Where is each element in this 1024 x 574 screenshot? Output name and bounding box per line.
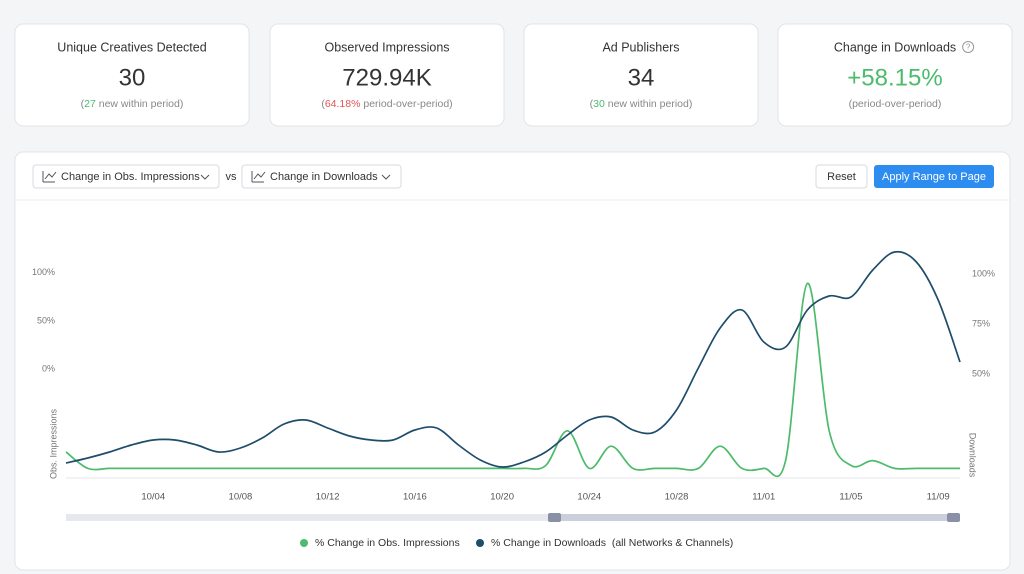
metric-b-dropdown[interactable] xyxy=(241,164,402,189)
chart-icon xyxy=(42,171,57,183)
card-title: Unique Creatives Detected xyxy=(57,40,206,54)
x-tick-label: 10/28 xyxy=(665,492,689,503)
card-title: Observed Impressions xyxy=(324,40,449,54)
help-icon xyxy=(962,41,975,53)
x-tick-label: 10/04 xyxy=(141,492,165,503)
legend-label: % Change in Downloads (all Networks & Ch… xyxy=(491,537,733,549)
range-track[interactable] xyxy=(66,514,960,521)
stat-card xyxy=(269,23,505,127)
y-tick-label: 0% xyxy=(42,364,55,374)
card-value: +58.15% xyxy=(847,64,942,91)
metric-b-label: Change in Downloads xyxy=(270,171,378,183)
chevron xyxy=(381,174,391,180)
card-note: (period-over-period) xyxy=(849,98,942,110)
chart-panel xyxy=(14,151,1011,571)
note-part: ( xyxy=(321,98,325,110)
card-note: (27 new within period) xyxy=(81,98,184,110)
y2-tick-label: 50% xyxy=(972,368,990,378)
card-note: (64.18% period-over-period) xyxy=(321,98,452,110)
x-tick-label: 10/16 xyxy=(403,492,427,503)
note-part: new within period) xyxy=(96,98,184,110)
x-tick-label: 10/24 xyxy=(577,492,601,503)
y2-tick-label: 100% xyxy=(972,268,995,278)
note-part: new within period) xyxy=(605,98,693,110)
y-axis-title: Obs. Impressions xyxy=(48,408,58,479)
note-part: period-over-period) xyxy=(360,98,452,110)
legend-swatch xyxy=(300,539,308,547)
legend-label: % Change in Obs. Impressions xyxy=(315,537,460,549)
x-tick-label: 11/09 xyxy=(927,492,950,503)
note-part: ( xyxy=(590,98,594,110)
legend-swatch xyxy=(476,539,484,547)
note-part: 30 xyxy=(593,98,605,110)
y2-tick-label: 75% xyxy=(972,318,990,328)
card-title: Ad Publishers xyxy=(602,40,679,54)
chart-icon xyxy=(251,171,266,183)
metric-a-label: Change in Obs. Impressions xyxy=(61,171,200,183)
card-value: 729.94K xyxy=(342,64,431,91)
note-part: ( xyxy=(81,98,85,110)
card-value: 30 xyxy=(119,64,146,91)
y-tick-label: 100% xyxy=(32,267,55,277)
note-part: 27 xyxy=(84,98,96,110)
y2-axis-title: Downloads xyxy=(968,433,978,478)
reset-label: Reset xyxy=(827,171,856,183)
x-tick-label: 11/01 xyxy=(752,492,775,503)
line-series xyxy=(65,250,961,468)
apply-button[interactable] xyxy=(874,165,994,188)
card-note: (30 new within period) xyxy=(590,98,693,110)
y-tick-label: 50% xyxy=(37,315,55,325)
x-tick-label: 10/12 xyxy=(316,492,340,503)
vs-label: vs xyxy=(226,171,238,183)
note-part: 64.18% xyxy=(325,98,361,110)
note-part: (period-over-period) xyxy=(849,98,942,110)
stat-card xyxy=(777,23,1013,127)
metric-a-dropdown[interactable] xyxy=(32,164,220,189)
apply-label: Apply Range to Page xyxy=(882,171,986,183)
stat-card xyxy=(523,23,759,127)
chevron xyxy=(200,174,210,180)
range-handle[interactable] xyxy=(947,513,960,522)
card-title: Change in Downloads xyxy=(834,40,956,54)
stat-card xyxy=(14,23,250,127)
range-selection[interactable] xyxy=(548,514,960,521)
reset-button[interactable] xyxy=(815,164,868,189)
help-glyph: ? xyxy=(966,43,971,52)
range-handle[interactable] xyxy=(548,513,561,522)
x-tick-label: 11/05 xyxy=(839,492,862,503)
card-value: 34 xyxy=(628,64,655,91)
x-tick-label: 10/20 xyxy=(490,492,514,503)
x-tick-label: 10/08 xyxy=(229,492,253,503)
